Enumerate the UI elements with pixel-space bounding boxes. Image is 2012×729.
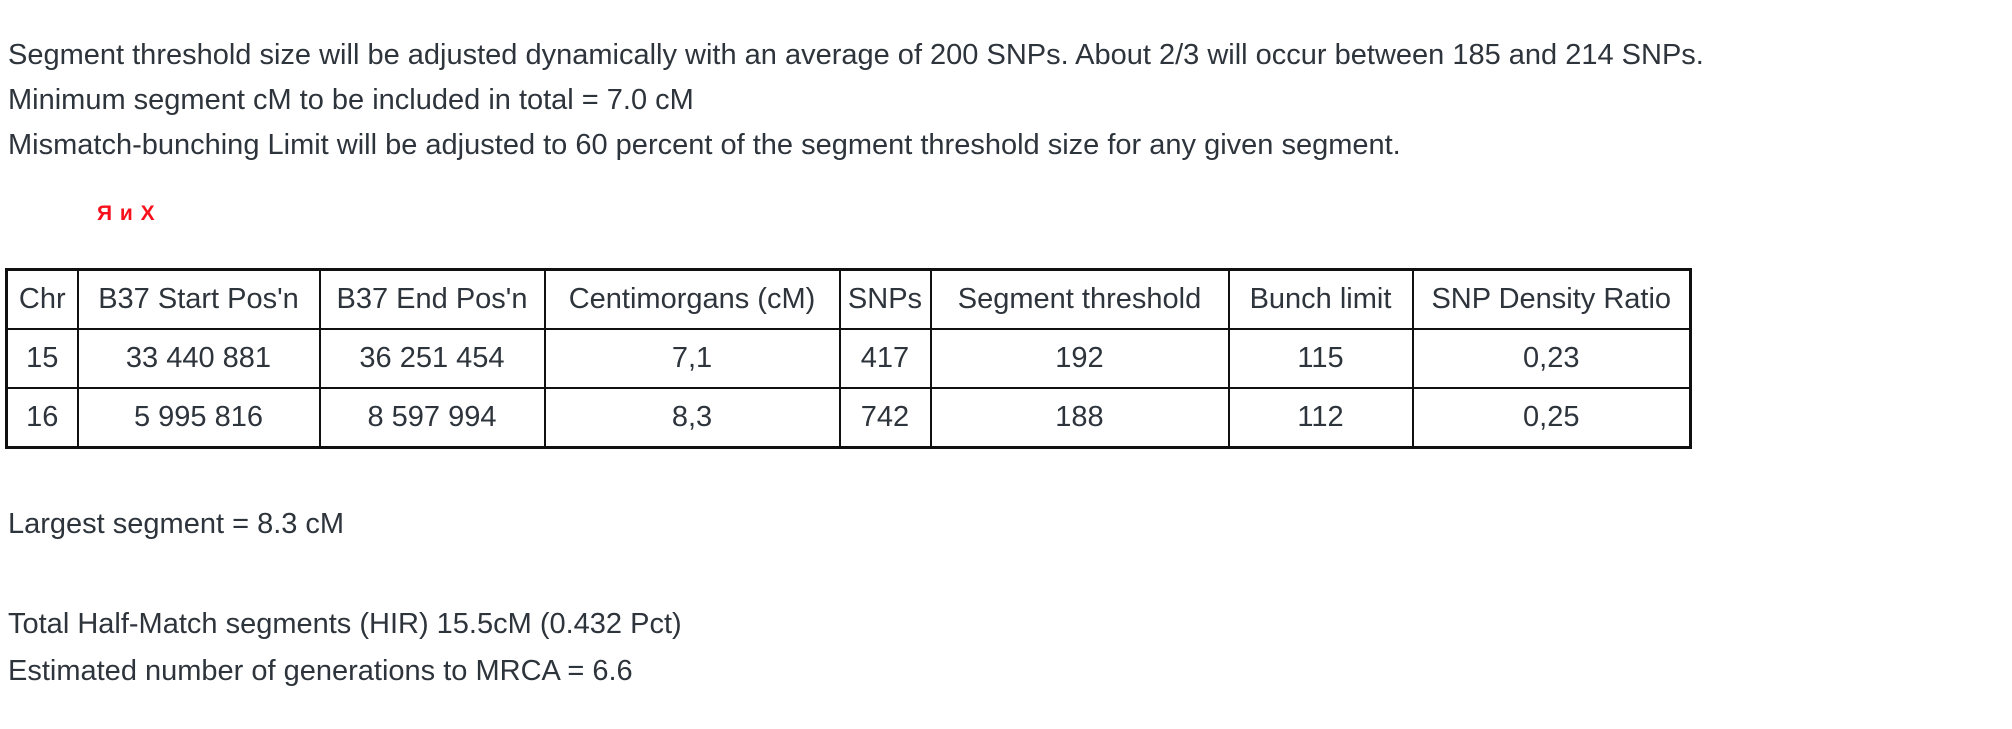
intro-line-minimum-cm: Minimum segment cM to be included in tot…: [8, 84, 694, 116]
table-cell: 417: [838, 328, 932, 389]
table-cell: 112: [1227, 387, 1414, 449]
table-header-row: Chr B37 Start Pos'n B37 End Pos'n Centimorg…: [5, 268, 1692, 330]
column-header: Segment threshold: [929, 268, 1230, 330]
table-cell: 8 597 994: [318, 387, 546, 449]
table-cell: 8,3: [543, 387, 841, 449]
column-header: SNPs: [838, 268, 932, 330]
table-cell: 15: [5, 328, 79, 389]
column-header: Bunch limit: [1227, 268, 1414, 330]
table-cell: 115: [1227, 328, 1414, 389]
table-row: 15 33 440 881 36 251 454 7,1 417 192 115 0,23: [5, 328, 1692, 389]
table-cell: 36 251 454: [318, 328, 546, 389]
largest-segment-text: Largest segment = 8.3 cM: [8, 508, 345, 540]
column-header: B37 Start Pos'n: [76, 268, 321, 330]
table-cell: 0,23: [1411, 328, 1692, 389]
column-header: B37 End Pos'n: [318, 268, 546, 330]
intro-line-mismatch-bunching: Mismatch-bunching Limit will be adjusted…: [8, 129, 1401, 161]
table-row: 16 5 995 816 8 597 994 8,3 742 188 112 0,25: [5, 387, 1692, 449]
table-cell: 0,25: [1411, 387, 1692, 449]
table-cell: 33 440 881: [76, 328, 321, 389]
table-cell: 16: [5, 387, 79, 449]
table-cell: 7,1: [543, 328, 841, 389]
column-header: Chr: [5, 268, 79, 330]
table-cell: 742: [838, 387, 932, 449]
table-cell: 192: [929, 328, 1230, 389]
table-cell: 188: [929, 387, 1230, 449]
segments-table: Chr B37 Start Pos'n B37 End Pos'n Centimorg…: [5, 268, 1692, 449]
column-header: SNP Density Ratio: [1411, 268, 1692, 330]
column-header: Centimorgans (cM): [543, 268, 841, 330]
generations-mrca-text: Estimated number of generations to MRCA …: [8, 655, 633, 687]
comparison-kits-label: Я и Х: [97, 202, 156, 225]
total-half-match-text: Total Half-Match segments (HIR) 15.5cM (…: [8, 608, 682, 640]
table-cell: 5 995 816: [76, 387, 321, 449]
intro-line-snp-average: Segment threshold size will be adjusted …: [8, 39, 1704, 71]
summary-block: Total Half-Match segments (HIR) 15.5cM (…: [8, 601, 682, 695]
intro-paragraph: Segment threshold size will be adjusted …: [8, 33, 1704, 168]
